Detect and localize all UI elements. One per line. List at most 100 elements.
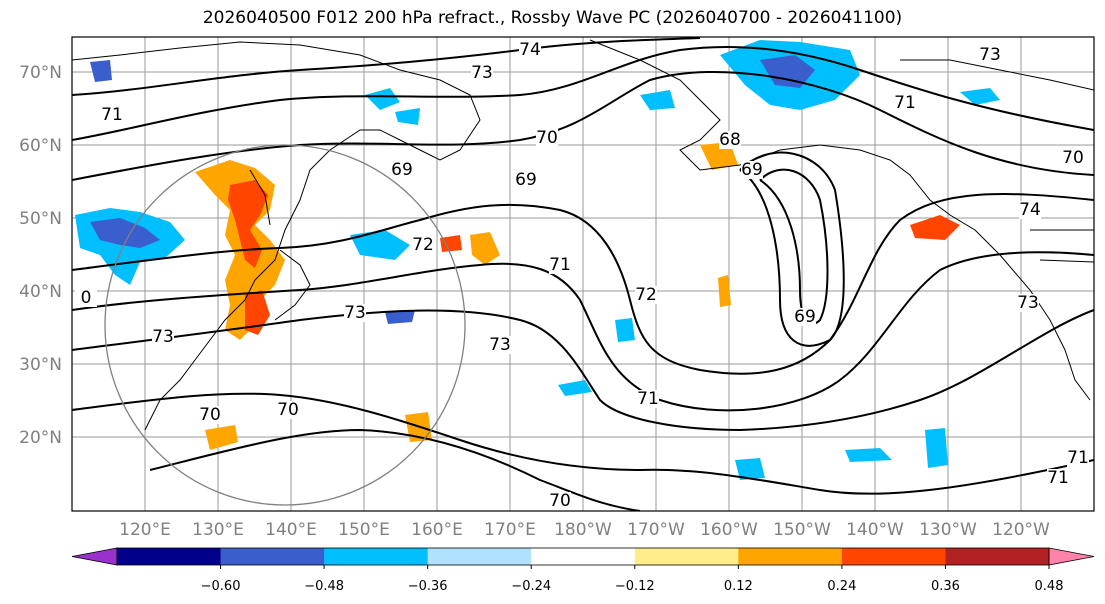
colorbar-tick-label: −0.24 xyxy=(511,579,551,594)
contour-label-70-east: 70 xyxy=(1062,148,1084,168)
contour-label-73-north-bg xyxy=(471,64,493,82)
contour-label-73-central: 73 xyxy=(344,303,366,323)
lon-label: 120°E xyxy=(119,520,171,540)
contour-label-73-west-bg xyxy=(152,328,174,346)
colorbar-segment xyxy=(634,548,739,565)
contour-label-71-southeast-edge-bg xyxy=(1067,449,1089,467)
contour-label-73-east: 73 xyxy=(1017,293,1039,313)
colorbar-segment xyxy=(841,548,946,565)
lon-label: 180°W xyxy=(554,520,612,540)
colorbar-extend-min xyxy=(71,547,118,566)
colorbar-segment xyxy=(945,548,1050,565)
shade-orange-philippines xyxy=(205,425,238,450)
contour-label-70-bottom: 70 xyxy=(549,491,571,511)
lon-label: 140°W xyxy=(846,520,904,540)
lon-label: 160°W xyxy=(700,520,758,540)
lon-label: 130°W xyxy=(919,520,977,540)
contour-label-71-northwest: 71 xyxy=(101,105,123,125)
lon-label: 130°E xyxy=(192,520,244,540)
colorbar-tick-label: −0.48 xyxy=(304,579,344,594)
colorbar-tick-label: 0.12 xyxy=(724,579,753,594)
contour-label-73-southwest-bg xyxy=(489,336,511,354)
contour-label-71-northeast: 71 xyxy=(894,93,916,113)
lon-label: 150°E xyxy=(338,520,390,540)
shade-red-japan xyxy=(228,180,268,268)
colorbar-tick-label: 0.24 xyxy=(827,579,856,594)
contour-label-68-alaska-bg xyxy=(719,131,741,149)
shade-blue-kamchatka xyxy=(395,108,420,125)
lat-label: 50°N xyxy=(19,209,62,229)
contour-label-68-alaska: 68 xyxy=(719,130,741,150)
contour-label-71-northwest-bg xyxy=(101,106,123,124)
colorbar-tick-label: 0.36 xyxy=(931,579,960,594)
lon-label: 170°W xyxy=(627,520,685,540)
map-title: 2026040500 F012 200 hPa refract., Rossby… xyxy=(202,8,903,28)
colorbar-segment xyxy=(117,548,222,565)
contour-label-73-central-bg xyxy=(344,304,366,322)
shade-blue-okhotsk xyxy=(365,88,400,110)
shade-blue-midpacific xyxy=(350,230,410,260)
shade-red-japan-south xyxy=(245,290,270,335)
lat-label: 30°N xyxy=(19,355,62,375)
contour-label-71-southeast: 71 xyxy=(1047,468,1069,488)
contour-label-73-northeast-bg xyxy=(979,46,1001,64)
contour-label-70-east-bg xyxy=(1062,149,1084,167)
contour-label-71-south: 71 xyxy=(637,389,659,409)
contour-label-73-east-bg xyxy=(1017,294,1039,312)
contour-label-69-alaska-bg xyxy=(741,161,763,179)
shade-blue-central xyxy=(615,318,635,342)
lat-label: 20°N xyxy=(19,428,62,448)
contour-label-69-central: 69 xyxy=(515,170,537,190)
colorbar-segment xyxy=(324,548,429,565)
colorbar-segment xyxy=(220,548,325,565)
shade-blue-southeast-2 xyxy=(845,448,892,462)
colorbar-tick-label: −0.60 xyxy=(201,579,241,594)
contour-label-73-west: 73 xyxy=(152,327,174,347)
contour-label-71-south-bg xyxy=(637,390,659,408)
shade-orange-central xyxy=(718,275,731,307)
contour-label-0-west-bg xyxy=(75,289,97,307)
colorbar-frame xyxy=(116,547,1050,566)
contour-label-0-west: 0 xyxy=(81,288,92,308)
map-frame xyxy=(71,36,1095,512)
contour-label-74-east: 74 xyxy=(1019,200,1041,220)
contour-label-70-north-bg xyxy=(536,129,558,147)
contour-label-70-southwest-bg xyxy=(199,406,221,424)
contour-label-74-north-bg xyxy=(519,41,541,59)
contour-label-72-central: 72 xyxy=(412,235,434,255)
contour-label-70-southwest: 70 xyxy=(199,405,221,425)
shade-darkblue-siberia xyxy=(90,218,160,248)
colorbar-segment xyxy=(427,548,532,565)
contour-label-70-south: 70 xyxy=(277,400,299,420)
colorbar-tick-label: −0.36 xyxy=(408,579,448,594)
shade-darkblue-arctic xyxy=(760,55,815,88)
contour-label-71-central: 71 xyxy=(549,255,571,275)
contour-label-74-east-bg xyxy=(1019,201,1041,219)
refractivity-contours xyxy=(72,37,1094,511)
lat-label: 60°N xyxy=(19,136,62,156)
colorbar-segment xyxy=(531,548,636,565)
lat-label: 40°N xyxy=(19,282,62,302)
contour-label-71-northeast-bg xyxy=(894,94,916,112)
colorbar-tick-label: 0.48 xyxy=(1035,579,1064,594)
colorbar-extend-max xyxy=(1048,547,1095,566)
contour-label-69-trough-bg xyxy=(794,308,816,326)
lon-label: 140°E xyxy=(265,520,317,540)
shade-red-westcoast xyxy=(910,215,960,240)
contour-label-72-central-bg xyxy=(412,236,434,254)
contour-label-69-japan: 69 xyxy=(391,160,413,180)
contour-label-70-south-bg xyxy=(277,401,299,419)
contour-label-69-trough: 69 xyxy=(794,307,816,327)
shade-blue-canada xyxy=(960,88,1000,105)
contour-label-71-southeast-bg xyxy=(1047,469,1069,487)
region-circle xyxy=(104,144,466,506)
lon-label: 160°E xyxy=(411,520,463,540)
contour-label-70-north: 70 xyxy=(536,128,558,148)
contour-label-72-trough: 72 xyxy=(635,285,657,305)
shade-blue-mexico xyxy=(925,428,948,468)
lat-label: 70°N xyxy=(19,63,62,83)
shade-blue-tropic xyxy=(558,380,592,396)
shade-darkblue-south xyxy=(385,310,415,324)
shade-darkblue-west xyxy=(90,60,112,82)
contour-label-70-bottom-bg xyxy=(549,492,571,510)
